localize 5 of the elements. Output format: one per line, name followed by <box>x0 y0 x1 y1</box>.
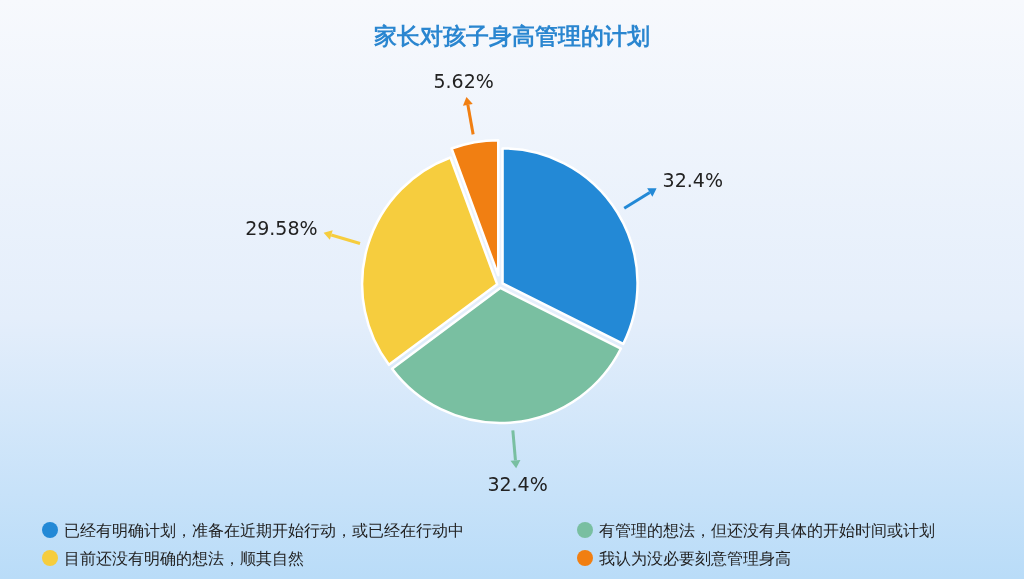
data-label: 29.58% <box>245 217 318 240</box>
chart-title: 家长对孩子身高管理的计划 <box>373 23 650 49</box>
data-label: 32.4% <box>487 473 548 496</box>
data-label: 5.62% <box>433 70 494 93</box>
data-label: 32.4% <box>662 168 723 191</box>
